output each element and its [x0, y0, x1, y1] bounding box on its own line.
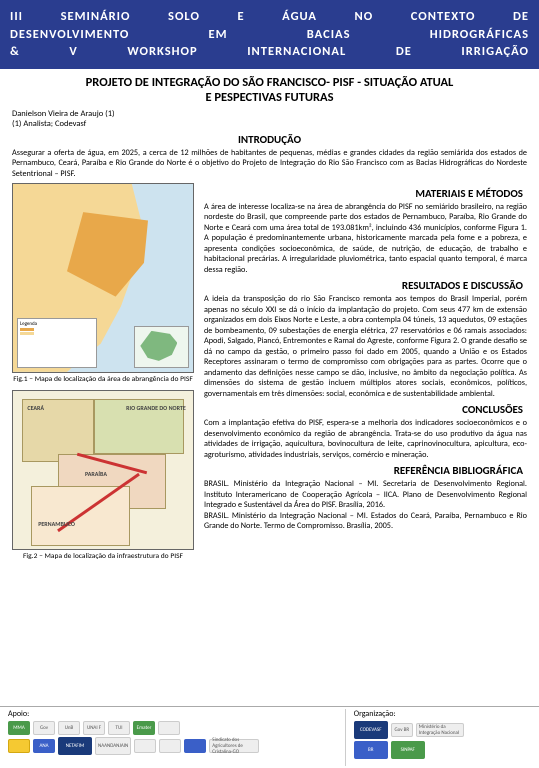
footer-org: Organização: CODEVASF Gov BR Ministério …	[345, 709, 531, 766]
logo-sindicato: Sindicato dos Agricultores de Cristalina…	[209, 739, 259, 753]
fig2-caption: Fig.2 – Mapa de localização da infraestr…	[12, 552, 194, 561]
logo-sinpaf: SINPAF	[391, 741, 425, 759]
apoio-label: Apoio:	[8, 709, 345, 719]
header-banner: III SEMINÁRIO SOLO E ÁGUA NO CONTEXTO DE…	[0, 0, 539, 69]
legend-swatch	[20, 332, 34, 335]
author-name: Danielson Vieira de Araujo (1)	[12, 109, 527, 119]
two-column-layout: Legenda Fig.1 – Mapa de localização da á…	[12, 183, 527, 567]
logo-gov: Gov	[33, 721, 55, 735]
logo-br: BR	[354, 741, 388, 759]
map2-label-paraiba: PARAÍBA	[85, 470, 107, 478]
poster-title: PROJETO DE INTEGRAÇÃO DO SÃO FRANCISCO- …	[12, 75, 527, 106]
reference-2: BRASIL. Ministério da Integração Naciona…	[204, 511, 527, 532]
footer: Apoio: MMA Gov UnB UNAI F TUI Emater ANA…	[0, 706, 539, 768]
logo-generic2	[8, 739, 30, 753]
header-line3: & V WORKSHOP INTERNACIONAL DE IRRIGAÇÃO	[10, 43, 529, 61]
legend-title: Legenda	[20, 321, 94, 327]
logo-tui: TUI	[108, 721, 130, 735]
org-label: Organização:	[354, 709, 531, 719]
map2-label-ceara: CEARÁ	[27, 404, 44, 412]
fig1-caption: Fig.1 – Mapa de localização da área de a…	[12, 375, 194, 384]
title-line2: E PESPECTIVAS FUTURAS	[12, 90, 527, 106]
logo-naandanjain: NAANDANJAIN	[95, 737, 131, 755]
results-heading: RESULTADOS E DISCUSSÃO	[204, 279, 527, 292]
results-text: A ideia da transposição do rio São Franc…	[204, 294, 527, 399]
logo-unb: UnB	[58, 721, 80, 735]
map2-label-pernambuco: PERNAMBUCO	[38, 520, 75, 528]
logo-generic3	[134, 739, 156, 753]
authors-block: Danielson Vieira de Araujo (1) (1) Anali…	[12, 109, 527, 129]
author-affiliation: (1) Analista; Codevasf	[12, 119, 527, 129]
intro-text: Assegurar a oferta de água, em 2025, a c…	[12, 148, 527, 179]
inset-brazil-shape	[140, 331, 177, 361]
logo-emater: Emater	[133, 721, 155, 735]
map1-graphic: Legenda	[12, 183, 194, 373]
right-column: MATERIAIS E MÉTODOS A área de interesse …	[204, 183, 527, 567]
map2-label-rn: RIO GRANDE DO NORTE	[126, 404, 186, 412]
map2-graphic: CEARÁ RIO GRANDE DO NORTE PARAÍBA PERNAM…	[12, 390, 194, 550]
title-line1: PROJETO DE INTEGRAÇÃO DO SÃO FRANCISCO- …	[12, 75, 527, 91]
logo-codevasf: CODEVASF	[354, 721, 388, 739]
references-heading: REFERÊNCIA BIBLIOGRÁFICA	[204, 464, 527, 477]
conclusions-text: Com a implantação efetiva do PISF, esper…	[204, 418, 527, 460]
logo-govbr: Gov BR	[391, 723, 413, 737]
logo-netafim: NETAFIM	[58, 737, 92, 755]
logo-generic	[158, 721, 180, 735]
footer-apoio: Apoio: MMA Gov UnB UNAI F TUI Emater ANA…	[8, 709, 345, 766]
logo-ana: ANA	[33, 739, 55, 753]
header-line1: III SEMINÁRIO SOLO E ÁGUA NO CONTEXTO DE	[10, 8, 529, 26]
header-line2: DESENVOLVIMENTO EM BACIAS HIDROGRÁFICAS	[10, 26, 529, 44]
logo-generic4	[159, 739, 181, 753]
logo-mi: Ministério da Integração Nacional	[416, 723, 464, 737]
org-logo-row: CODEVASF Gov BR Ministério da Integração…	[354, 721, 531, 739]
figure-1: Legenda Fig.1 – Mapa de localização da á…	[12, 183, 194, 384]
logo-unaif: UNAI F	[83, 721, 105, 735]
conclusions-heading: CONCLUSÕES	[204, 403, 527, 416]
intro-heading: INTRODUÇÃO	[12, 133, 527, 146]
content-area: PROJETO DE INTEGRAÇÃO DO SÃO FRANCISCO- …	[0, 69, 539, 567]
apoio-logo-row2: ANA NETAFIM NAANDANJAIN Sindicato dos Ag…	[8, 737, 345, 755]
figure-2: CEARÁ RIO GRANDE DO NORTE PARAÍBA PERNAM…	[12, 390, 194, 561]
map1-inset-brazil	[134, 326, 189, 368]
apoio-logo-row: MMA Gov UnB UNAI F TUI Emater	[8, 721, 345, 735]
legend-swatch	[20, 328, 34, 331]
logo-mma: MMA	[8, 721, 30, 735]
reference-1: BRASIL. Ministério da Integração Naciona…	[204, 479, 527, 511]
methods-text: A área de interesse localiza-se na área …	[204, 202, 527, 276]
left-column: Legenda Fig.1 – Mapa de localização da á…	[12, 183, 194, 567]
logo-generic5	[184, 739, 206, 753]
org-logo-row2: BR SINPAF	[354, 741, 531, 759]
map1-legend: Legenda	[17, 318, 97, 368]
methods-heading: MATERIAIS E MÉTODOS	[204, 187, 527, 200]
